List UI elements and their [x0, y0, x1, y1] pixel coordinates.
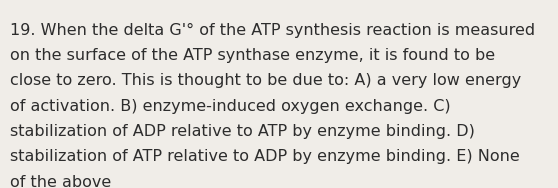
Text: on the surface of the ATP synthase enzyme, it is found to be: on the surface of the ATP synthase enzym…	[10, 48, 495, 63]
Text: stabilization of ATP relative to ADP by enzyme binding. E) None: stabilization of ATP relative to ADP by …	[10, 149, 520, 164]
Text: close to zero. This is thought to be due to: A) a very low energy: close to zero. This is thought to be due…	[10, 73, 521, 88]
Text: of activation. B) enzyme-induced oxygen exchange. C): of activation. B) enzyme-induced oxygen …	[10, 99, 451, 114]
Text: 19. When the delta G'° of the ATP synthesis reaction is measured: 19. When the delta G'° of the ATP synthe…	[10, 23, 535, 38]
Text: stabilization of ADP relative to ATP by enzyme binding. D): stabilization of ADP relative to ATP by …	[10, 124, 475, 139]
Text: of the above: of the above	[10, 175, 111, 188]
